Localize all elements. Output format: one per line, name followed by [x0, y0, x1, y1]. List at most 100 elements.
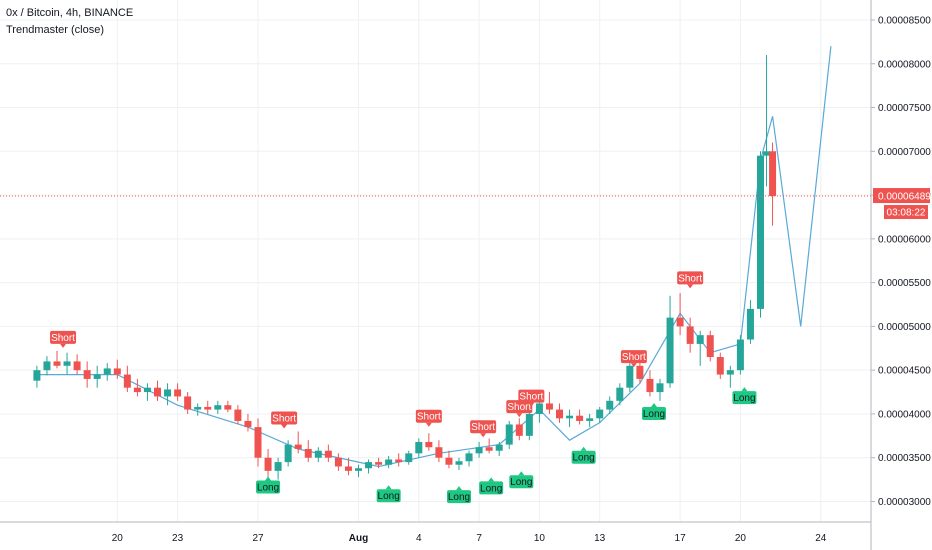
candle-body	[606, 400, 614, 410]
last-price-value: 0.00006489	[878, 192, 931, 203]
candle-body	[505, 424, 513, 445]
candle	[566, 409, 574, 428]
candle	[425, 433, 433, 451]
signal-box	[620, 350, 647, 364]
price-tick-label: 0.00003500	[878, 453, 931, 464]
signal-box	[271, 411, 298, 425]
candle	[234, 405, 242, 425]
signal-box	[376, 489, 401, 503]
candle-body	[395, 459, 403, 463]
candlesticks	[33, 54, 777, 480]
candle-body	[666, 317, 674, 384]
candle	[334, 453, 342, 471]
candle-body	[154, 387, 161, 397]
candle	[365, 459, 373, 474]
candle	[83, 361, 91, 388]
candle-body	[224, 405, 232, 410]
candle-body	[485, 447, 493, 451]
candle-body	[475, 447, 483, 454]
price-tick-label: 0.00004000	[878, 409, 931, 420]
signal-box	[470, 420, 497, 434]
candle-body	[736, 339, 744, 371]
signal-box	[256, 480, 281, 494]
candle	[274, 457, 282, 480]
candle	[93, 365, 101, 388]
candle-body	[435, 447, 443, 458]
trendmaster-projection-line	[36, 46, 832, 468]
candle	[505, 420, 513, 449]
signal-pointer	[425, 422, 432, 427]
signal-box	[447, 490, 471, 504]
candle	[616, 383, 624, 406]
trend-polyline	[36, 46, 832, 468]
candle	[726, 365, 734, 388]
time-tick-label: 20	[735, 533, 747, 544]
candle-body	[254, 427, 262, 458]
candle-body	[113, 368, 121, 375]
price-tick-label: 0.00006000	[878, 234, 931, 245]
signal-pointer	[456, 486, 462, 491]
time-axis[interactable]: 20 23 27 Aug 4 7 10 13 17 20 24	[112, 533, 827, 544]
short-signal: Short	[506, 400, 533, 418]
time-tick-label: Aug	[349, 533, 368, 544]
candle-body	[769, 151, 777, 196]
signal-pointer	[385, 485, 392, 490]
signal-pointer	[488, 477, 495, 482]
symbol-title: 0x / Bitcoin, 4h, BINANCE	[6, 7, 134, 19]
candle-body	[636, 365, 644, 379]
candle	[666, 295, 674, 388]
candle-body	[596, 409, 604, 419]
candle	[204, 400, 212, 414]
price-tick-label: 0.00005500	[878, 278, 931, 289]
candle-body	[93, 374, 101, 379]
time-tick-label: 10	[534, 533, 546, 544]
signal-box	[571, 450, 596, 464]
candle	[103, 363, 111, 381]
candle-body	[43, 361, 51, 371]
grid	[0, 0, 871, 522]
short-signal: Short	[470, 420, 497, 438]
candle	[606, 396, 614, 414]
candle-body	[63, 361, 71, 366]
candle	[415, 438, 423, 458]
signal-label: Long	[572, 453, 594, 464]
candle	[706, 330, 714, 362]
candle-body	[696, 335, 704, 344]
countdown-box	[884, 205, 928, 220]
candle	[304, 440, 312, 463]
candle	[294, 431, 302, 454]
signal-box	[415, 409, 442, 423]
signal-label: Short	[622, 352, 646, 363]
price-tick-label: 0.00007000	[878, 147, 931, 158]
candle-body	[133, 387, 141, 393]
candle-body	[706, 335, 714, 358]
price-tick-label: 0.00007500	[878, 103, 931, 114]
signal-box	[50, 330, 77, 344]
signal-pointer	[528, 402, 535, 407]
long-signal: Long	[732, 387, 757, 405]
candle	[576, 409, 584, 425]
candle	[545, 392, 553, 414]
candle	[154, 380, 161, 401]
candle-body	[495, 444, 503, 451]
candle	[113, 359, 121, 379]
signal-box	[677, 271, 704, 285]
price-axis[interactable]: 0.00003000 0.00003500 0.00004000 0.00004500…	[871, 15, 931, 508]
candle	[465, 450, 473, 467]
candle	[174, 383, 182, 401]
candle-body	[214, 405, 222, 410]
long-signal: Long	[447, 486, 471, 504]
signal-pointer	[480, 433, 487, 438]
signal-label: Short	[507, 402, 531, 413]
candle	[525, 409, 533, 441]
candle-body	[324, 450, 332, 458]
long-signal: Long	[376, 485, 401, 503]
candle-body	[365, 462, 373, 469]
short-signal: Short	[677, 271, 704, 289]
candle	[324, 444, 332, 463]
candle-body	[375, 462, 383, 465]
candle-body	[184, 396, 192, 410]
candle-body	[304, 448, 312, 458]
time-tick-label: 4	[416, 533, 422, 544]
